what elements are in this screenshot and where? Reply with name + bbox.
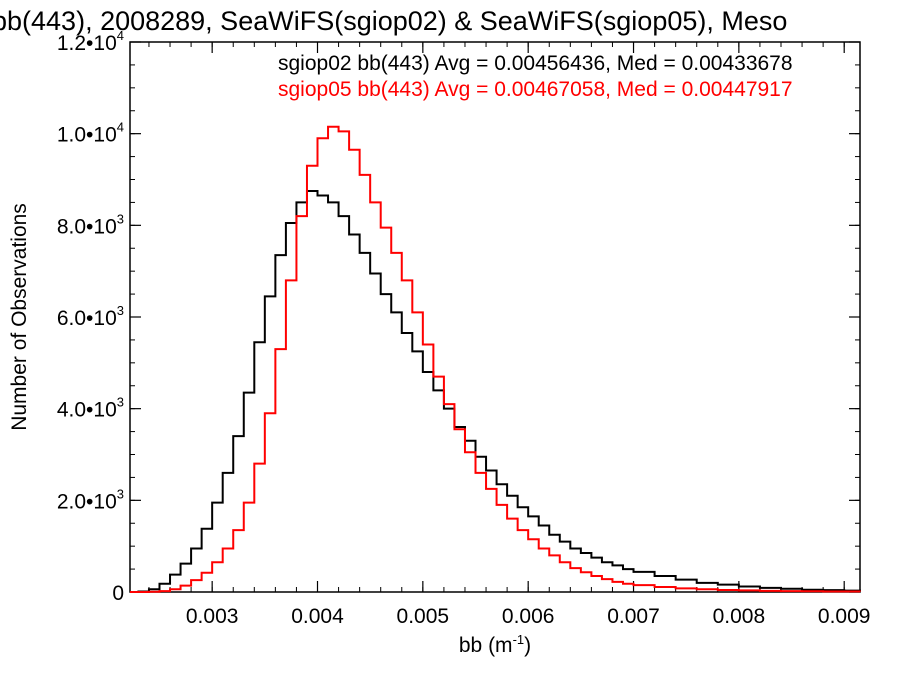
x-tick-label: 0.004	[291, 605, 344, 628]
plot-area	[129, 41, 861, 593]
y-tick-label: 1.0•104	[57, 120, 124, 147]
series-line-1	[130, 189, 861, 593]
legend-entry-1: sgiop02 bb(443) Avg = 0.00456436, Med = …	[278, 52, 793, 75]
axis-ticks: 0.003 0.004 0.005 0.006 0.007 0.008 0.009 0 2.0•…	[57, 28, 871, 628]
y-tick-label: 1.2•104	[57, 28, 124, 55]
x-axis-label: bb (m-1)	[459, 632, 531, 657]
x-tick-label: 0.008	[713, 605, 766, 628]
x-tick-label: 0.009	[818, 605, 871, 628]
series-layer	[130, 125, 861, 593]
x-axis-label-close: )	[524, 634, 531, 657]
legend-entry-2: sgiop05 bb(443) Avg = 0.00467058, Med = …	[278, 78, 793, 101]
plot-frame	[129, 41, 861, 593]
y-tick-label: 0	[112, 582, 124, 605]
legend: sgiop02 bb(443) Avg = 0.00456436, Med = …	[278, 52, 793, 101]
x-tick-label: 0.003	[186, 605, 239, 628]
y-tick-label: 6.0•103	[57, 303, 124, 330]
series-line-2	[130, 125, 861, 593]
y-tick-label: 4.0•103	[57, 395, 124, 422]
x-axis-label-main: bb (m	[459, 634, 513, 657]
y-tick-label: 8.0•103	[57, 211, 124, 238]
y-axis-label: Number of Observations	[8, 203, 31, 431]
x-tick-label: 0.007	[607, 605, 660, 628]
x-tick-label: 0.006	[502, 605, 555, 628]
x-axis-label-sup: -1	[513, 632, 525, 647]
x-tick-label: 0.005	[397, 605, 450, 628]
y-tick-label: 2.0•103	[57, 486, 124, 513]
chart-title: bb(443), 2008289, SeaWiFS(sgiop02) & Sea…	[0, 6, 787, 36]
